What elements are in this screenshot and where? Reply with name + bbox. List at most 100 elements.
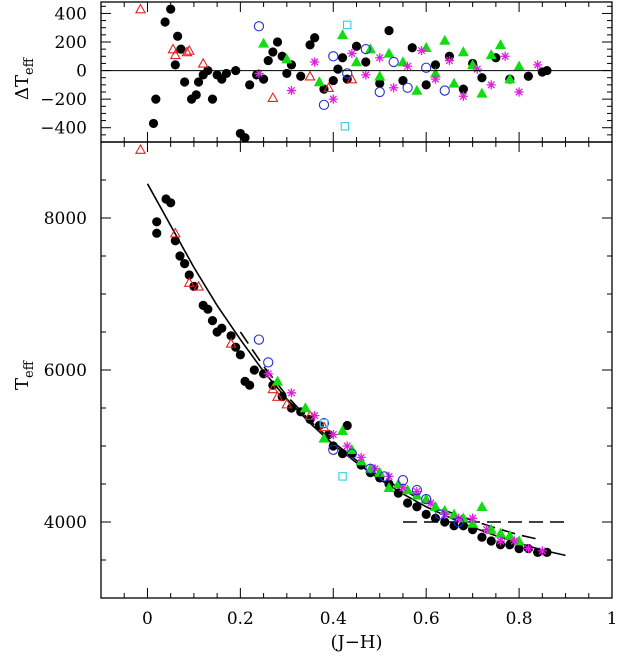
residual-ytick-label: −200 (40, 90, 87, 110)
main-open-square-point (319, 418, 329, 428)
residual-filled-circle-point (523, 71, 533, 81)
main-filled-circle-point (449, 521, 459, 531)
main-xtick-label: 0.8 (506, 609, 533, 629)
main-filled-triangle-point (476, 501, 488, 512)
residual-data-points (134, 3, 552, 143)
residual-filled-circle-point (148, 118, 159, 129)
residual-asterisk-point (472, 64, 482, 74)
residual-ytick-label: 0 (76, 62, 87, 82)
main-data-points (134, 143, 552, 558)
main-filled-circle-point (421, 509, 431, 519)
residual-open-triangle-point (323, 81, 335, 92)
residual-filled-triangle-point (411, 84, 423, 95)
residual-filled-circle-point (333, 64, 343, 74)
main-filled-circle-point (328, 441, 338, 451)
main-axis-ticks: 8000 6000 4000 0 0.2 0.4 0.6 0.8 1 (44, 142, 617, 629)
residual-asterisk-point (533, 60, 543, 70)
main-filled-circle-point (180, 259, 190, 269)
residual-open-circle-point (360, 43, 371, 55)
residual-filled-circle-point (398, 75, 408, 86)
main-filled-circle-point (152, 217, 162, 227)
residual-open-triangle-point (169, 49, 181, 60)
main-filled-circle-point (542, 547, 552, 558)
residual-filled-circle-point (245, 80, 255, 90)
main-asterisk-point (495, 536, 506, 546)
main-open-triangle-point (281, 398, 293, 409)
residual-open-triangle-point (346, 73, 358, 84)
main-filled-circle-point (226, 331, 236, 341)
residual-asterisk-point (347, 48, 357, 59)
residual-filled-triangle-point (476, 87, 488, 98)
residual-filled-triangle-point (337, 29, 349, 40)
residual-filled-circle-point (296, 71, 306, 81)
main-filled-triangle-point (299, 402, 311, 413)
residual-open-circle-point (402, 82, 413, 93)
residual-filled-circle-point (263, 55, 273, 66)
main-asterisk-point (523, 544, 533, 554)
main-asterisk-point (426, 498, 436, 508)
main-filled-circle-point (175, 251, 185, 261)
residual-open-square-point (342, 20, 352, 30)
main-open-triangle-point (267, 383, 279, 394)
main-filled-circle-point (514, 544, 524, 554)
main-open-circle-point (365, 463, 376, 474)
residual-filled-circle-point (337, 53, 348, 63)
residual-open-triangle-point (183, 44, 195, 55)
main-filled-circle-point (337, 449, 348, 459)
main-asterisk-point (286, 388, 297, 398)
residual-open-square-point (340, 122, 350, 131)
residual-filled-circle-point (272, 37, 283, 47)
residual-filled-triangle-point (457, 46, 469, 57)
main-asterisk-point (412, 487, 422, 497)
residual-asterisk-point (430, 74, 441, 84)
main-open-circle-point (328, 444, 339, 455)
main-filled-triangle-point (318, 432, 330, 443)
residual-asterisk-point (416, 45, 427, 56)
residual-open-circle-point (374, 86, 385, 98)
main-asterisk-point (356, 452, 366, 462)
main-asterisk-point (468, 513, 478, 523)
residual-filled-circle-point (180, 77, 190, 87)
main-open-circle-point (421, 494, 432, 505)
main-xtick-label: 0 (142, 609, 153, 629)
main-open-circle-point (453, 516, 464, 528)
residual-open-triangle-point (181, 46, 193, 57)
residual-filled-circle-point (176, 44, 186, 54)
main-asterisk-point (398, 483, 408, 493)
main-filled-circle-point (440, 517, 450, 527)
residual-open-circle-point (421, 62, 432, 73)
residual-filled-circle-point (361, 57, 371, 67)
main-filled-triangle-point (271, 375, 284, 386)
residual-filled-triangle-point (439, 34, 451, 45)
main-asterisk-point (328, 430, 338, 440)
main-asterisk-point (310, 411, 320, 421)
main-ytick-label: 6000 (44, 361, 87, 381)
residual-filled-circle-point (384, 25, 394, 36)
residual-filled-circle-point (173, 31, 183, 41)
residual-filled-triangle-point (448, 77, 460, 88)
residual-open-circle-point (328, 51, 339, 62)
main-xtick-label: 0.2 (227, 609, 254, 629)
residual-filled-triangle-point (485, 49, 497, 60)
residual-axis-ticks: 400 200 0 −200 −400 (40, 2, 613, 142)
main-asterisk-point (537, 546, 547, 556)
residual-asterisk-point (286, 85, 297, 96)
main-filled-circle-point (207, 316, 218, 326)
residual-open-circle-point (342, 68, 353, 79)
main-open-square-point (338, 472, 347, 481)
residual-filled-circle-point (430, 60, 441, 70)
residual-asterisk-point (514, 87, 524, 97)
residual-open-triangle-point (197, 57, 209, 68)
main-open-triangle-point (193, 280, 205, 291)
main-asterisk-point (481, 525, 492, 535)
main-open-circle-point (411, 484, 423, 496)
residual-filled-circle-point (310, 33, 320, 43)
main-open-triangle-point (134, 143, 147, 154)
main-filled-circle-point (403, 498, 413, 508)
residual-filled-triangle-point (313, 76, 325, 87)
main-filled-circle-point (412, 502, 422, 512)
residual-filled-circle-point (258, 74, 269, 84)
main-open-circle-point (263, 357, 274, 368)
main-filled-circle-point (203, 304, 213, 314)
main-y-axis-label: Teff (12, 359, 37, 390)
